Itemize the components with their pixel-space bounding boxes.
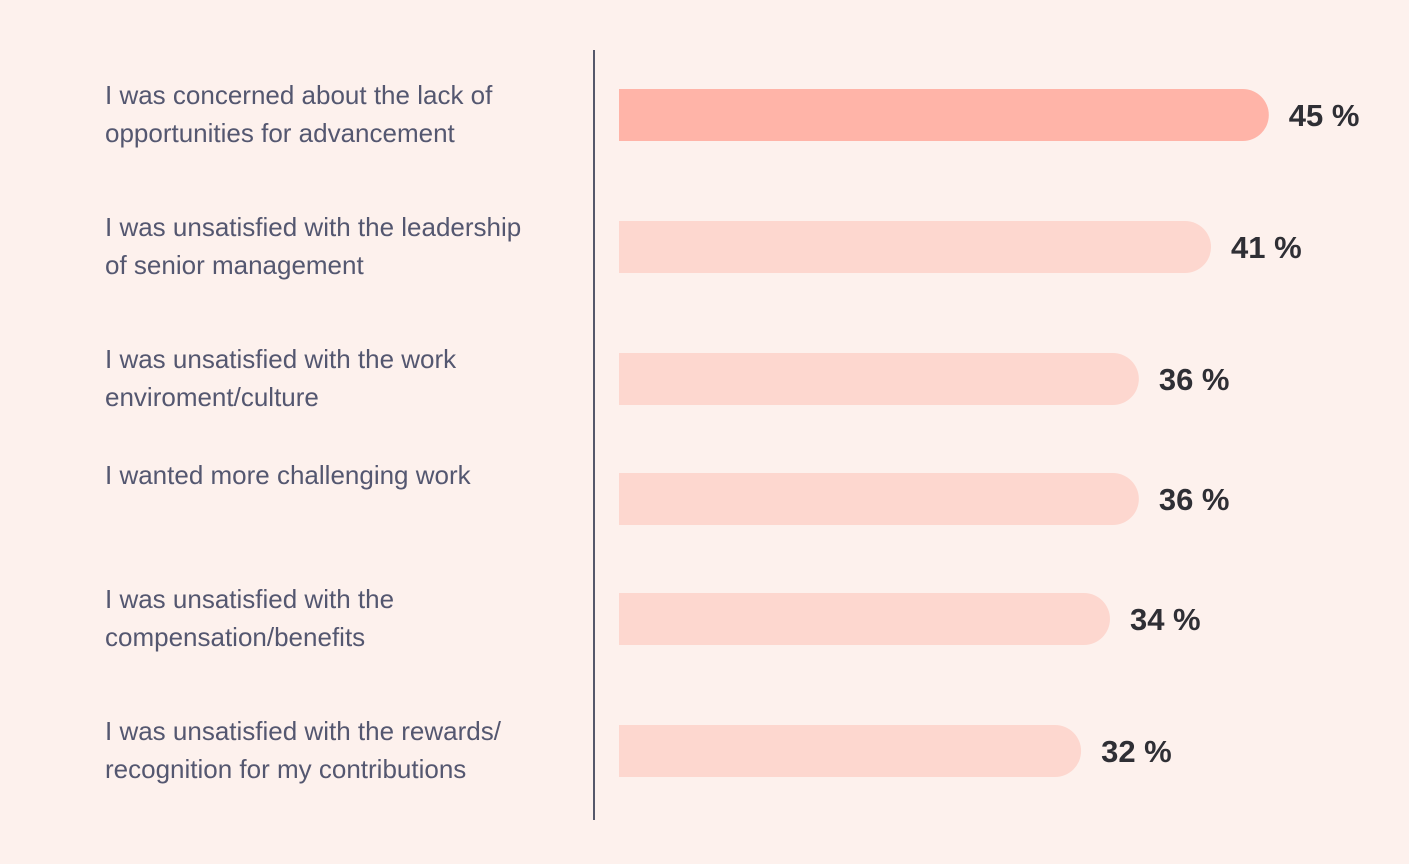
category-label-4: I wanted more challenging work <box>105 460 472 490</box>
category-label-6: I was unsatisfied with the rewards/recog… <box>105 716 502 784</box>
bar-2 <box>619 221 1212 273</box>
category-label-line: recognition for my contributions <box>105 754 466 784</box>
value-label-4: 36 % <box>1159 482 1230 517</box>
category-label-line: opportunities for advancement <box>105 118 456 148</box>
category-label-2: I was unsatisfied with the leadership of … <box>105 212 521 280</box>
category-label-5: I was unsatisfied with the compensation/b… <box>105 584 394 652</box>
category-label-line: I was unsatisfied with the rewards/ <box>105 716 502 746</box>
bar-3 <box>619 353 1139 405</box>
bar-1 <box>619 89 1269 141</box>
category-label-line: of senior management <box>105 250 364 280</box>
category-label-line: enviroment/culture <box>105 382 319 412</box>
value-label-3: 36 % <box>1159 362 1230 397</box>
category-label-line: I was concerned about the lack of <box>105 80 493 110</box>
bar-5 <box>619 593 1110 645</box>
value-label-1: 45 % <box>1289 98 1360 133</box>
value-labels-group: 45 % 41 % 36 % 36 % 34 % 32 % <box>1101 98 1359 769</box>
value-label-2: 41 % <box>1231 230 1302 265</box>
category-label-1: I was concerned about the lack of opportu… <box>105 80 493 148</box>
value-label-5: 34 % <box>1130 602 1201 637</box>
category-label-3: I was unsatisfied with the work enviromen… <box>105 344 457 412</box>
category-labels-group: I was concerned about the lack of opportu… <box>105 80 521 784</box>
value-label-6: 32 % <box>1101 734 1172 769</box>
bars-group <box>619 89 1269 777</box>
bar-4 <box>619 473 1139 525</box>
category-label-line: I was unsatisfied with the work <box>105 344 457 374</box>
category-label-line: I was unsatisfied with the leadership <box>105 212 521 242</box>
bar-6 <box>619 725 1082 777</box>
category-label-line: I wanted more challenging work <box>105 460 472 490</box>
category-label-line: I was unsatisfied with the <box>105 584 394 614</box>
category-label-line: compensation/benefits <box>105 622 365 652</box>
